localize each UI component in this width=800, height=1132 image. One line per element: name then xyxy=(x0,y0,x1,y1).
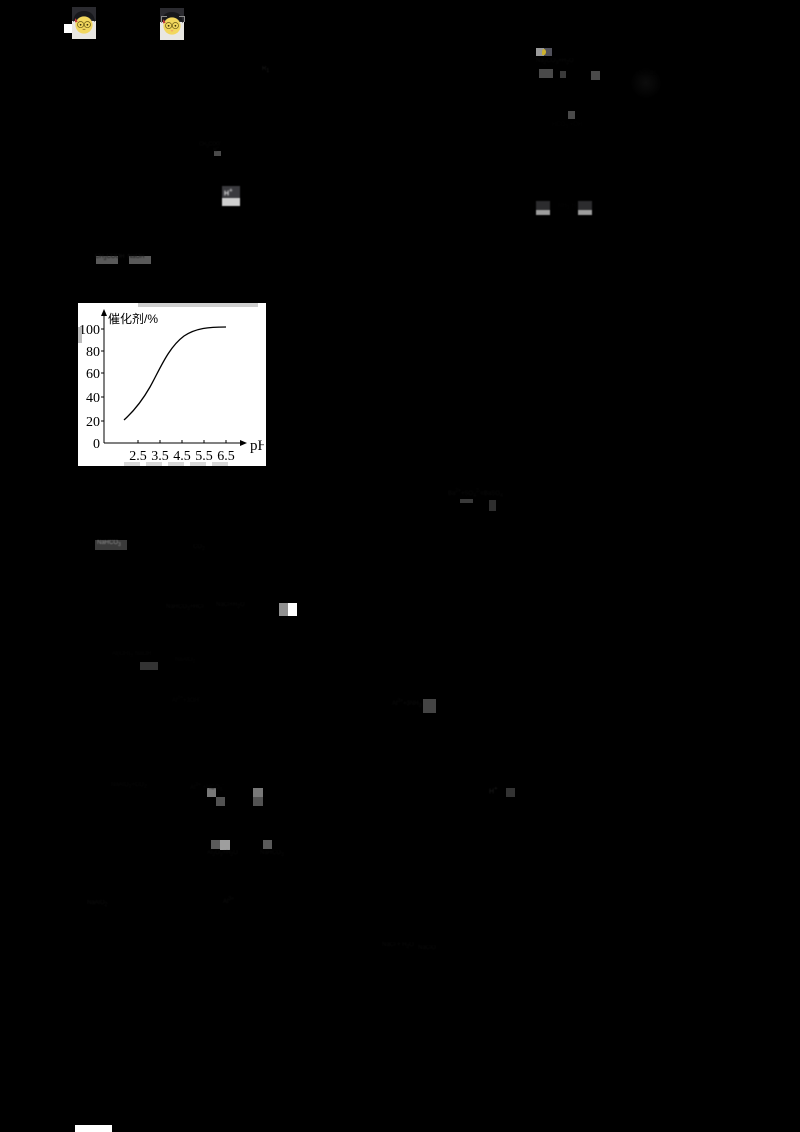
svg-text:100: 100 xyxy=(79,323,100,338)
svg-text:0: 0 xyxy=(93,437,100,452)
svg-text:60: 60 xyxy=(86,367,100,382)
svg-text:20: 20 xyxy=(86,415,100,430)
svg-text:催化剂/%: 催化剂/% xyxy=(108,311,158,326)
svg-text:pH: pH xyxy=(250,438,264,454)
svg-text:80: 80 xyxy=(86,345,100,360)
svg-text:40: 40 xyxy=(86,391,100,406)
